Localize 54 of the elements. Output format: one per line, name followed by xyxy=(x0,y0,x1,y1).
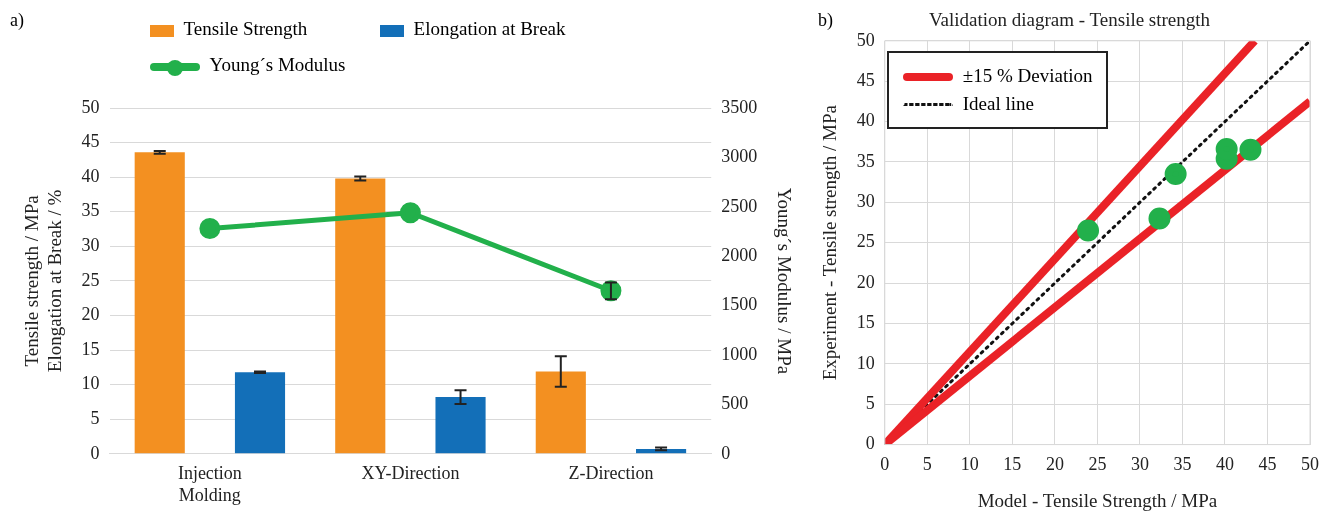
x-tick-label: Z-Direction xyxy=(568,463,654,484)
x-tick-label: Injection Molding xyxy=(177,463,242,505)
y2-tick-label: 3500 xyxy=(721,96,758,117)
y2-axis-title: Young´s Modulus / MPa xyxy=(773,187,795,375)
chart-title: Validation diagram - Tensile strength xyxy=(928,9,1211,31)
x-tick-label: 45 xyxy=(1258,454,1277,475)
y-tick-label: 25 xyxy=(81,269,100,290)
y-tick-label: 5 xyxy=(90,407,100,428)
x-axis-title: Model - Tensile Strength / MPa xyxy=(977,489,1218,511)
y-tick-label: 10 xyxy=(856,352,875,373)
x-tick-label: 15 xyxy=(1003,454,1022,475)
y-tick-label: 0 xyxy=(865,433,875,454)
x-tick-label: 30 xyxy=(1130,454,1149,475)
text: b) xyxy=(818,10,833,31)
y-tick-label: 10 xyxy=(81,373,100,394)
y2-tick-label: 500 xyxy=(721,393,749,414)
y-tick-label: 20 xyxy=(81,304,100,325)
x-tick-label: 35 xyxy=(1173,454,1192,475)
y-tick-label: 15 xyxy=(856,312,875,333)
y-tick-label: 40 xyxy=(81,165,100,186)
y-tick-label: 50 xyxy=(856,29,875,50)
x-tick-label: 20 xyxy=(1045,454,1064,475)
y2-tick-label: 1500 xyxy=(721,294,758,315)
x-tick-label: 25 xyxy=(1088,454,1107,475)
y-tick-label: 35 xyxy=(856,150,875,171)
x-tick-label: 10 xyxy=(960,454,979,475)
y-tick-label: 25 xyxy=(856,231,875,252)
y-axis-title: Tensile strength / MPa Elongation at Break / % xyxy=(21,189,66,373)
y-tick-label: 20 xyxy=(856,271,875,292)
text: a) xyxy=(10,10,24,31)
y-tick-label: 30 xyxy=(856,191,875,212)
legend-label: ±15 % Deviation xyxy=(962,64,1093,86)
y2-tick-label: 1000 xyxy=(721,343,758,364)
y-tick-label: 50 xyxy=(81,96,100,117)
x-tick-label: 40 xyxy=(1215,454,1234,475)
x-tick-label: 5 xyxy=(922,454,932,475)
y-tick-label: 5 xyxy=(865,392,875,413)
legend-label: Young´s Modulus xyxy=(209,54,346,75)
x-tick-label: 0 xyxy=(880,454,890,475)
x-tick-label: 50 xyxy=(1301,454,1319,475)
y2-tick-label: 2000 xyxy=(721,244,758,265)
y-tick-label: 30 xyxy=(81,235,100,256)
legend-label: Ideal line xyxy=(962,92,1035,114)
y-tick-label: 15 xyxy=(81,338,100,359)
y-axis-title: Experiment - Tensile strength / MPa xyxy=(819,104,841,381)
y-tick-label: 35 xyxy=(81,200,100,221)
y2-tick-label: 3000 xyxy=(721,146,758,167)
y-tick-label: 45 xyxy=(856,69,875,90)
y-tick-label: 40 xyxy=(856,110,875,131)
legend-label: Tensile Strength xyxy=(183,18,308,39)
x-tick-label: XY-Direction xyxy=(361,463,460,484)
y2-tick-label: 2500 xyxy=(721,195,758,216)
legend-label: Elongation at Break xyxy=(413,18,566,39)
y-tick-label: 45 xyxy=(81,131,100,152)
